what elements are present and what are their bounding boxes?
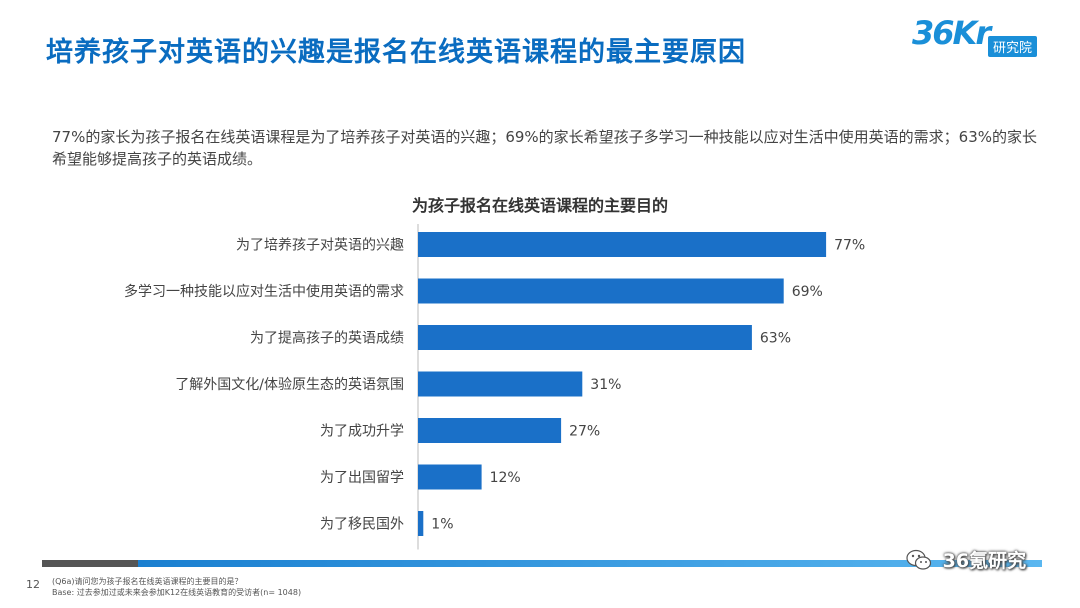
category-label-0: 为了培养孩子对英语的兴趣 xyxy=(236,237,404,254)
value-label-3: 31% xyxy=(590,377,621,393)
footnote-base: Base: 过去参加过或未来会参加K12在线英语教育的受访者(n= 1048) xyxy=(52,588,302,597)
footnote-question: (Q6a)请问您为孩子报名在线英语课程的主要目的是？ xyxy=(52,577,243,586)
category-label-2: 为了提高孩子的英语成绩 xyxy=(250,330,404,347)
value-label-1: 69% xyxy=(792,284,823,300)
wechat-watermark: 36氪研究 xyxy=(906,546,1026,573)
bar-6 xyxy=(418,511,424,536)
bar-1 xyxy=(418,278,784,304)
logo-subtitle: 研究院 xyxy=(988,36,1038,57)
category-label-5: 为了出国留学 xyxy=(320,470,404,486)
category-label-3: 了解外国文化/体验原生态的英语氛围 xyxy=(175,376,404,393)
page-number: 12 xyxy=(26,578,40,591)
category-label-4: 为了成功升学 xyxy=(320,424,404,440)
value-label-5: 12% xyxy=(490,470,521,486)
value-label-6: 1% xyxy=(431,517,453,533)
chart-title: 为孩子报名在线英语课程的主要目的 xyxy=(411,196,668,215)
bar-3 xyxy=(418,371,583,397)
watermark-text: 36氪研究 xyxy=(942,550,1027,572)
footnotes: (Q6a)请问您为孩子报名在线英语课程的主要目的是？ Base: 过去参加过或未… xyxy=(52,576,301,598)
bar-chart: 为了培养孩子对英语的兴趣 77% 多学习一种技能以应对生活中使用英语的需求 69% 为了… xyxy=(124,224,865,550)
category-label-1: 多学习一种技能以应对生活中使用英语的需求 xyxy=(124,283,404,300)
bar-5 xyxy=(418,464,482,490)
bar-2 xyxy=(418,325,752,350)
value-label-2: 63% xyxy=(760,331,791,347)
logo: 36Kr 研究院 xyxy=(912,14,1064,58)
summary-text: 77%的家长为孩子报名在线英语课程是为了培养孩子对英语的兴趣；69%的家长希望孩… xyxy=(52,128,1038,168)
page-title: 培养孩子对英语的兴趣是报名在线英语课程的最主要原因 xyxy=(46,37,746,68)
logo-mark: 36Kr xyxy=(912,14,991,52)
bar-0 xyxy=(418,232,827,257)
footer-divider xyxy=(42,560,1042,567)
bar-4 xyxy=(418,418,562,443)
value-label-0: 77% xyxy=(834,238,865,254)
wechat-icon xyxy=(906,549,932,570)
category-label-6: 为了移民国外 xyxy=(320,517,404,533)
value-label-4: 27% xyxy=(569,424,600,440)
